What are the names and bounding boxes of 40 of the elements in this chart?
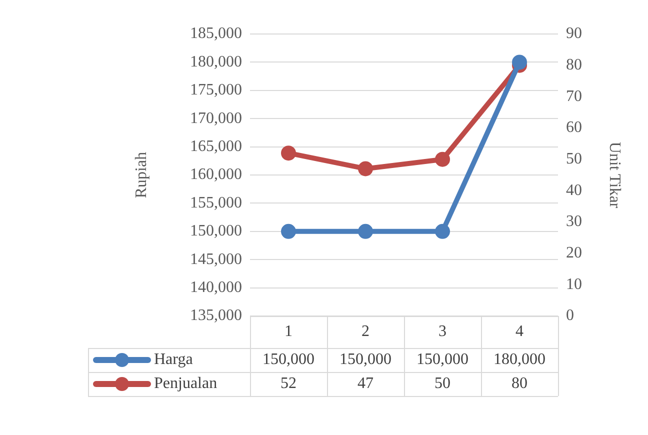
y-tick-label: 140,000 [190, 279, 242, 296]
data-label: 150,000 [340, 351, 392, 368]
x-tick-label: 1 [284, 323, 292, 340]
y-tick-label: 135,000 [190, 307, 242, 324]
data-label: 50 [434, 375, 450, 392]
y-tick-label: 180,000 [190, 53, 242, 70]
y-tick-label: 165,000 [190, 138, 242, 156]
point [358, 161, 373, 176]
y-tick-label: 150,000 [190, 222, 242, 240]
data-label: 150,000 [416, 351, 468, 368]
data-label: 52 [280, 375, 296, 392]
legend-label: Penjualan [154, 375, 218, 392]
x-tick-label: 3 [438, 323, 446, 340]
y2-tick-label: 80 [566, 56, 582, 74]
data-label: 180,000 [494, 351, 546, 368]
x-tick-label: 4 [516, 323, 524, 340]
data-label: 150,000 [262, 351, 314, 368]
y-tick-label: 185,000 [190, 25, 242, 42]
y2-tick-label: 0 [566, 307, 574, 324]
y2-tick-label: 70 [566, 88, 582, 105]
y-tick-label: 155,000 [190, 194, 242, 212]
y2-tick-label: 60 [566, 119, 582, 136]
data-label: 80 [512, 375, 528, 392]
x-tick-label: 2 [362, 323, 370, 340]
y-tick-label: 175,000 [190, 82, 242, 99]
y-tick-label: 160,000 [190, 166, 242, 184]
y-tick-label: 170,000 [190, 110, 242, 127]
y2-tick-label: 50 [566, 150, 582, 168]
y2-tick-label: 40 [566, 182, 582, 199]
y2-tick-label: 10 [566, 276, 582, 293]
y2-tick-label: 90 [566, 25, 582, 42]
y2-tick-label: 30 [566, 213, 582, 230]
legend-label: Harga [154, 351, 193, 368]
data-label: 47 [358, 375, 374, 392]
y-axis-title: Rupiah [132, 152, 150, 198]
point [281, 146, 296, 161]
y2-tick-label: 20 [566, 244, 582, 262]
y2-axis-title: Unit Tikar [606, 142, 624, 209]
point [435, 152, 450, 167]
y-tick-label: 145,000 [190, 250, 242, 268]
